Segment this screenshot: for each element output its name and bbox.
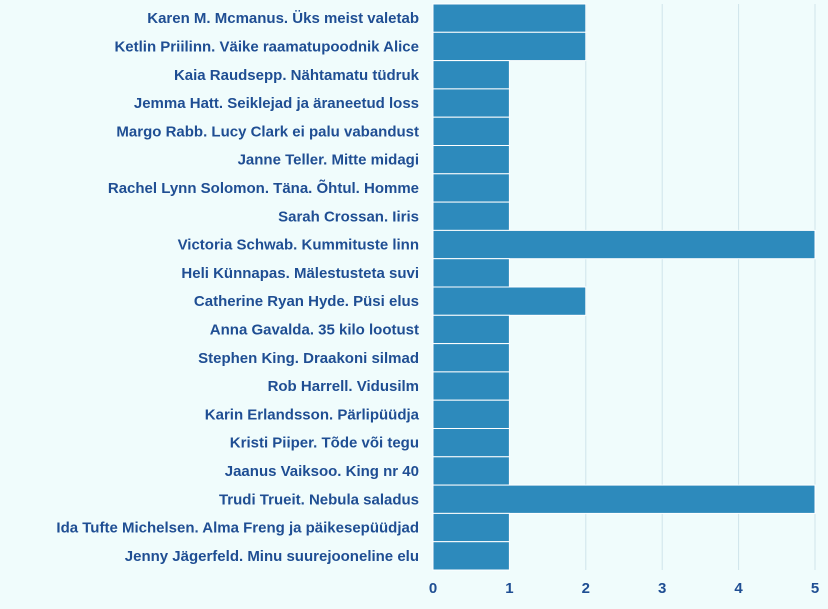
category-label: Margo Rabb. Lucy Clark ei palu vabandust	[116, 123, 419, 140]
category-label: Anna Gavalda. 35 kilo lootust	[210, 321, 419, 338]
category-label: Catherine Ryan Hyde. Püsi elus	[194, 293, 419, 310]
bar	[432, 3, 587, 33]
x-tick-label: 0	[429, 580, 437, 597]
bar	[432, 512, 510, 543]
bar	[432, 258, 510, 288]
bar	[432, 145, 510, 175]
bar	[432, 229, 816, 260]
category-label: Jenny Jägerfeld. Minu suurejooneline elu	[125, 548, 419, 565]
bar	[432, 88, 510, 118]
category-label: Jemma Hatt. Seiklejad ja äraneetud loss	[134, 95, 419, 112]
category-label: Ida Tufte Michelsen. Alma Freng ja päike…	[56, 520, 419, 537]
category-label: Karen M. Mcmanus. Üks meist valetab	[147, 10, 419, 27]
bar	[432, 286, 587, 316]
category-label: Heli Künnapas. Mälestusteta suvi	[181, 265, 419, 282]
x-tick-label: 1	[505, 580, 513, 597]
bar	[432, 456, 510, 486]
category-label: Ketlin Priilinn. Väike raamatupoodnik Al…	[114, 38, 419, 55]
category-label: Karin Erlandsson. Pärlipüüdja	[205, 406, 420, 423]
bar	[432, 343, 510, 373]
x-tick-label: 4	[734, 580, 743, 597]
category-label: Victoria Schwab. Kummituste linn	[178, 237, 419, 254]
category-labels: Karen M. Mcmanus. Üks meist valetab Ketli…	[56, 10, 419, 565]
bar	[432, 428, 510, 458]
category-label: Janne Teller. Mitte midagi	[238, 152, 419, 169]
category-label: Trudi Trueit. Nebula saladus	[219, 491, 419, 508]
bar	[432, 60, 510, 90]
x-tick-label: 2	[582, 580, 590, 597]
category-label: Stephen King. Draakoni silmad	[198, 350, 419, 367]
bar	[432, 201, 510, 231]
x-axis-ticks: 0 1 2 3 4 5	[429, 580, 819, 597]
category-label: Kaia Raudsepp. Nähtamatu tüdruk	[174, 67, 420, 84]
bar	[432, 371, 510, 401]
category-label: Sarah Crossan. Iiris	[278, 208, 419, 225]
bar	[432, 31, 587, 62]
category-label: Rachel Lynn Solomon. Täna. Õhtul. Homme	[108, 179, 419, 197]
x-tick-label: 5	[811, 580, 819, 597]
bars	[432, 3, 816, 571]
bar	[432, 173, 510, 203]
bar	[432, 314, 510, 345]
bar	[432, 116, 510, 146]
bar	[432, 541, 510, 571]
bar	[432, 484, 816, 514]
category-label: Kristi Piiper. Tõde või tegu	[230, 435, 419, 452]
category-label: Rob Harrell. Vidusilm	[268, 378, 419, 395]
category-label: Jaanus Vaiksoo. King nr 40	[225, 463, 419, 480]
bar	[432, 399, 510, 430]
x-tick-label: 3	[658, 580, 666, 597]
